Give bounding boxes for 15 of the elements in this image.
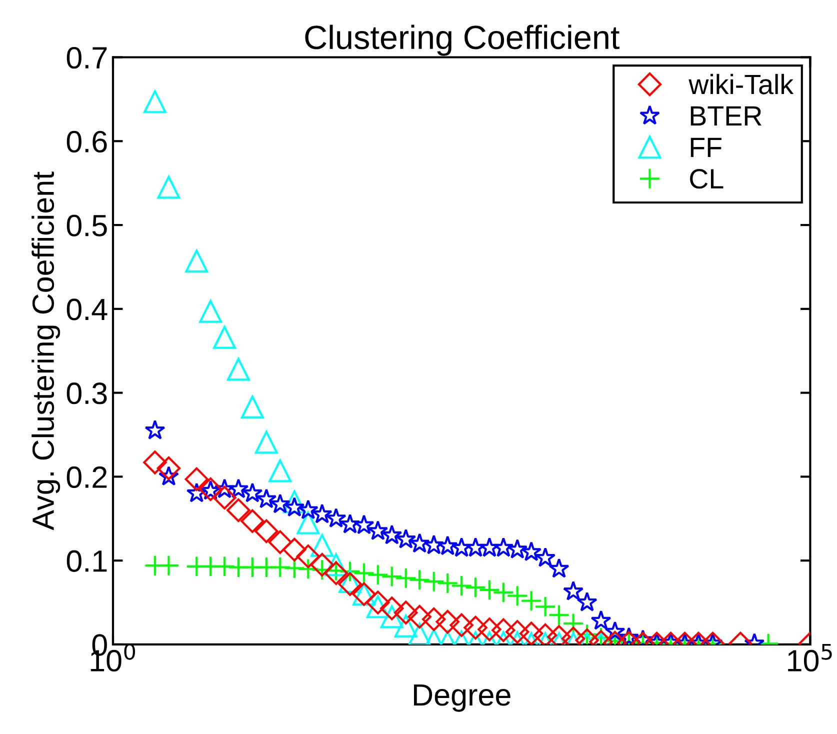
legend-label: FF (690, 138, 722, 157)
y-axis-title: Avg. Clustering Coefficient (32, 172, 60, 530)
legend-label: CL (690, 169, 724, 189)
legend-label: BTER (690, 106, 762, 126)
legend-label: wiki-Talk (688, 74, 794, 94)
y-tick-label: 0.5 (66, 214, 107, 236)
y-tick-label: 0.2 (66, 466, 107, 488)
y-tick-label: 0.6 (66, 130, 107, 153)
y-tick-label: 0.4 (66, 298, 108, 320)
x-tick-label: 10$^{5}$ (788, 644, 832, 672)
y-tick-label: 0.3 (66, 382, 107, 404)
y-tick-label: 0.7 (66, 46, 107, 69)
chart-title: Clustering Coefficient (305, 24, 620, 56)
y-tick-label: 0.1 (66, 550, 107, 572)
x-axis-title: Degree (414, 684, 510, 712)
